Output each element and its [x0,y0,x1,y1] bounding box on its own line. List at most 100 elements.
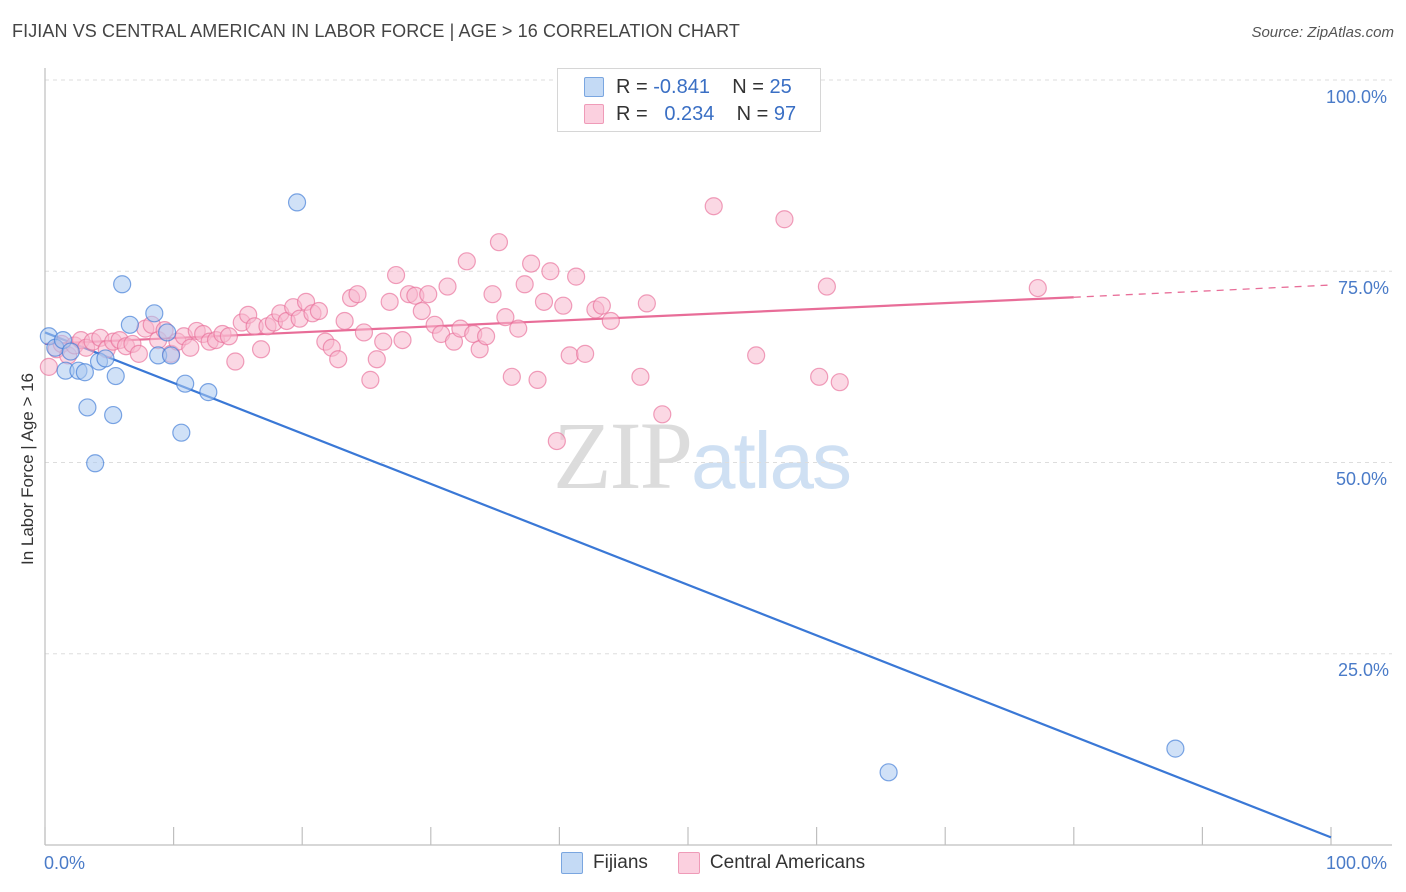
watermark: ZIPatlas [553,400,852,511]
point-central-americans [335,311,354,331]
central-americans-swatch [677,852,700,874]
point-central-americans [1028,278,1047,298]
y-tick-label: 100.0% [1326,87,1388,107]
point-central-americans [419,285,438,304]
point-fijians [172,423,191,442]
point-central-americans [515,275,534,294]
point-fijians [86,454,105,473]
point-central-americans [489,233,509,252]
point-central-americans [457,252,476,271]
point-fijians [78,398,97,417]
point-central-americans [251,340,271,359]
source-label: Source: ZipAtlas.com [1251,24,1394,41]
point-central-americans [747,346,766,365]
point-central-americans [509,319,528,338]
trendline-fijians [44,331,1332,839]
watermark-atlas: atlas [691,416,852,505]
point-central-americans [361,370,380,389]
y-axis-label: In Labor Force | Age > 16 [18,372,37,565]
point-central-americans [541,262,560,281]
chart-title: FIJIAN VS CENTRAL AMERICAN IN LABOR FORC… [12,21,740,41]
legend-row-central-americans: R = 0.234 N = 97 [584,102,796,126]
series-legend: Fijians Central Americans [561,852,895,874]
point-fijians [287,193,307,212]
point-central-americans [367,350,386,369]
point-fijians [158,323,177,342]
trendline-extension [1073,284,1332,298]
legend-n-value: 97 [773,102,797,125]
point-fijians [61,342,80,361]
point-central-americans [483,285,502,304]
point-fijians [113,275,132,294]
point-central-americans [592,296,611,315]
point-central-americans [653,405,672,424]
point-central-americans [502,367,521,386]
x-tick-label: 100.0% [1326,853,1388,873]
point-central-americans [219,327,238,346]
point-central-americans [412,301,431,321]
point-fijians [161,346,181,365]
point-central-americans [354,323,374,342]
point-central-americans [438,277,457,296]
point-central-americans [309,301,329,321]
point-central-americans [226,352,245,371]
point-central-americans [476,327,496,346]
point-central-americans [181,338,200,357]
legend-r-label: R = [616,102,648,125]
point-fijians [96,349,115,368]
point-central-americans [528,370,547,389]
data-points [39,193,1185,782]
point-central-americans [830,373,849,392]
legend-item-central-americans[interactable]: Central Americans [677,852,866,874]
point-fijians [879,763,898,782]
legend-r-value: 0.234 [664,102,715,125]
point-central-americans [129,344,148,363]
axes [44,68,1392,846]
legend-r-label: R = [616,75,648,98]
x-tick-label: 0.0% [44,853,86,873]
point-central-americans [522,254,541,273]
point-fijians [1166,739,1185,758]
point-fijians [120,315,139,334]
point-fijians [104,405,123,425]
point-central-americans [810,367,829,386]
legend-r-value: -0.841 [653,75,710,98]
point-central-americans [496,308,515,327]
point-central-americans [601,311,620,331]
point-central-americans [380,292,399,311]
point-central-americans [386,265,406,285]
point-central-americans [775,210,794,229]
point-central-americans [39,357,58,376]
point-central-americans [534,292,554,311]
point-central-americans [329,350,348,369]
point-central-americans [547,431,566,451]
point-central-americans [817,277,836,296]
y-tick-label: 50.0% [1336,469,1388,489]
legend-n-value: 25 [769,75,792,98]
point-fijians [106,366,125,386]
y-tick-label: 25.0% [1338,660,1390,680]
point-fijians [199,383,218,402]
y-tick-label: 75.0% [1338,278,1390,298]
point-central-americans [393,331,412,350]
point-fijians [176,374,195,393]
legend-item-fijians[interactable]: Fijians [561,852,648,874]
fijians-swatch [561,852,583,874]
point-central-americans [631,367,650,386]
point-central-americans [560,346,579,365]
watermark-zip: ZIP [553,402,693,509]
legend-n-label: N = [736,102,769,125]
legend-n-label: N = [732,75,764,98]
point-central-americans [374,332,393,351]
point-central-americans [637,294,656,313]
point-central-americans [704,197,723,216]
point-central-americans [576,344,595,363]
point-fijians [75,363,94,382]
point-central-americans [348,285,367,304]
point-central-americans [554,296,573,315]
legend-label-central-americans: Central Americans [709,852,866,873]
grid-lines [45,79,1392,655]
legend-label-fijians: Fijians [593,852,648,873]
fijians-swatch [584,77,604,97]
